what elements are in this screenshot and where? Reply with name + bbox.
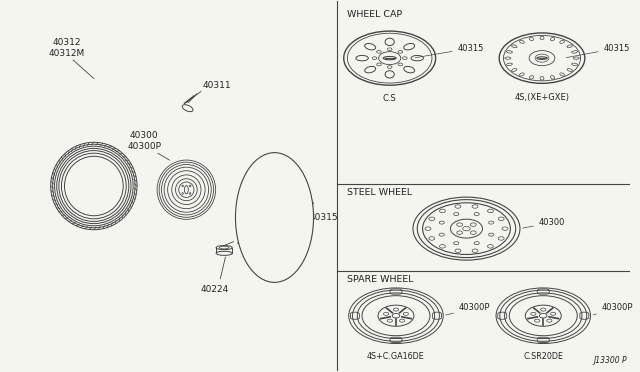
- Text: 40312
40312M: 40312 40312M: [49, 38, 85, 58]
- Text: 40300: 40300: [523, 218, 565, 228]
- Text: 40300P: 40300P: [593, 303, 634, 315]
- Text: 40315: 40315: [309, 213, 338, 222]
- Text: 40300P: 40300P: [446, 303, 490, 315]
- Text: 4S,(XE+GXE): 4S,(XE+GXE): [515, 93, 570, 102]
- Text: 40300
40300P: 40300 40300P: [127, 131, 161, 151]
- Text: C.S: C.S: [383, 94, 397, 103]
- Ellipse shape: [236, 153, 314, 282]
- Text: WHEEL CAP: WHEEL CAP: [347, 10, 402, 19]
- Text: 40224: 40224: [200, 285, 229, 294]
- Text: STEEL WHEEL: STEEL WHEEL: [347, 188, 412, 197]
- Text: 40343: 40343: [237, 238, 265, 247]
- Text: 40315: 40315: [415, 44, 484, 58]
- Text: 4S+C.GA16DE: 4S+C.GA16DE: [367, 352, 425, 361]
- Text: J13300 P: J13300 P: [593, 356, 627, 365]
- Text: C.SR20DE: C.SR20DE: [524, 352, 563, 361]
- Text: 40315: 40315: [566, 44, 630, 58]
- Ellipse shape: [216, 246, 232, 250]
- Text: 40311: 40311: [202, 81, 231, 90]
- Text: SPARE WHEEL: SPARE WHEEL: [347, 275, 413, 284]
- Ellipse shape: [216, 251, 232, 255]
